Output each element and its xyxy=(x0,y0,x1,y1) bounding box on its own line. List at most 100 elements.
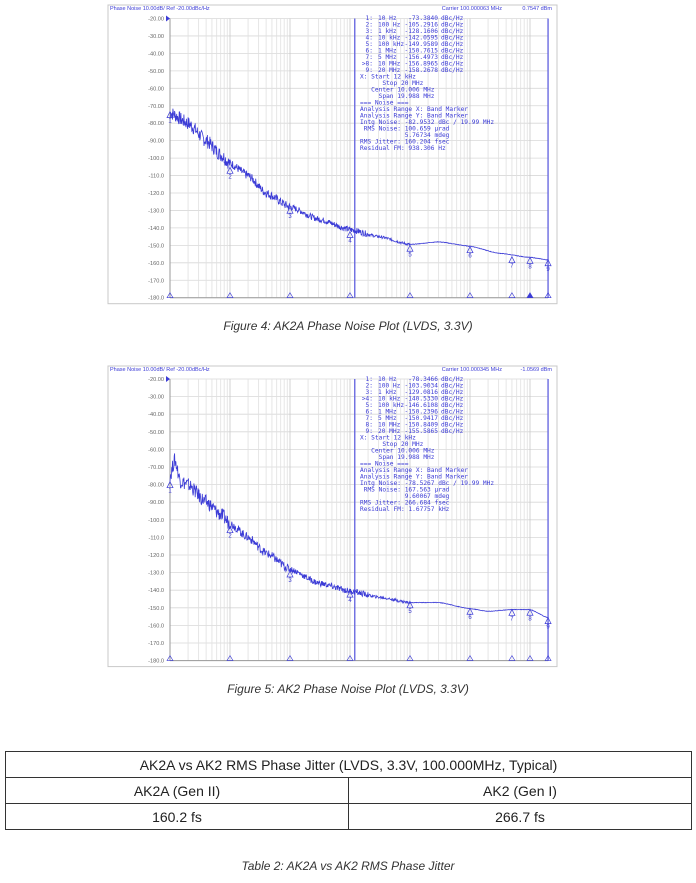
marker-readout-unit: dBc/Hz xyxy=(441,48,464,55)
marker-readout-unit: dBc/Hz xyxy=(441,415,464,422)
marker-8-label: 8 xyxy=(528,616,532,622)
noise-summary-line: Residual FM: 1.67757 kHz xyxy=(360,506,450,513)
marker-9-label: 9 xyxy=(546,267,550,273)
marker-readout-index: 5: xyxy=(366,41,373,48)
marker-1-axis-triangle xyxy=(166,292,174,298)
marker-readout-value: -150.7615 xyxy=(404,48,438,55)
marker-readout-unit: dBc/Hz xyxy=(441,41,464,48)
marker-readout-frequency: 10 Hz xyxy=(378,15,397,22)
y-tick-label: -130.0 xyxy=(148,208,164,214)
ref-level-arrow xyxy=(166,15,170,22)
noise-summary-line: Analysis Range Y: Band Marker xyxy=(360,113,468,120)
marker-7-axis-triangle xyxy=(508,655,516,661)
header-ak2a: AK2A (Gen II) xyxy=(5,777,349,804)
marker-readout-index: 1: xyxy=(366,15,373,22)
marker-readout-frequency: 100 Hz xyxy=(378,22,401,29)
noise-summary-line: Analysis Range Y: Band Marker xyxy=(360,474,468,481)
noise-summary-line: X: Start 12 kHz xyxy=(360,435,416,442)
marker-readout-index: 2: xyxy=(366,383,373,390)
y-tick-label: -40.00 xyxy=(148,51,164,57)
noise-summary-line: Intg Noise: -82.9532 dBc / 19.99 MHz xyxy=(360,119,494,126)
marker-5-triangle xyxy=(406,244,414,252)
plot-header: Phase Noise 10.00dB/ Ref -20.00dBc/Hz xyxy=(110,6,210,12)
y-tick-label: -160.0 xyxy=(148,623,164,629)
phase-noise-trace xyxy=(169,108,549,261)
y-tick-label: -160.0 xyxy=(148,261,164,267)
y-tick-label: -60.00 xyxy=(148,447,164,453)
marker-readout-frequency: 1 kHz xyxy=(378,28,397,35)
y-tick-label: -180.0 xyxy=(148,659,164,665)
noise-summary-line: Intg Noise: -78.5267 dBc / 19.99 MHz xyxy=(360,480,494,487)
marker-2-triangle xyxy=(226,166,234,174)
marker-readout-index: >8: xyxy=(362,61,373,68)
y-tick-label: -150.0 xyxy=(148,243,164,249)
marker-3-label: 3 xyxy=(288,214,292,220)
marker-readout-frequency: 100 kHz xyxy=(378,41,404,48)
noise-summary-line: RMS Noise: 100.659 µrad xyxy=(360,126,450,133)
marker-1-triangle xyxy=(166,480,174,489)
y-tick-label: -180.0 xyxy=(148,296,164,302)
y-tick-label: -30.00 xyxy=(148,395,164,401)
marker-4-label: 4 xyxy=(348,598,352,604)
marker-readout-value: -156.4973 xyxy=(404,54,438,61)
marker-2-axis-triangle xyxy=(226,655,234,661)
marker-readout-index: 9: xyxy=(366,428,373,435)
marker-readout-unit: dBc/Hz xyxy=(441,28,464,35)
y-tick-label: -150.0 xyxy=(148,606,164,612)
plot-header: Phase Noise 10.00dB/ Ref -20.00dBc/Hz xyxy=(110,367,210,373)
noise-summary-line: 5.76734 mdeg xyxy=(360,132,450,139)
noise-summary-line: RMS Jitter: 266.684 fsec xyxy=(360,500,450,507)
marker-readout-value: -128.1606 xyxy=(404,28,438,35)
marker-readout-index: 7: xyxy=(366,415,373,422)
marker-8-axis-triangle xyxy=(526,292,534,298)
marker-readout-index: 4: xyxy=(366,35,373,42)
marker-readout-value: -142.0595 xyxy=(404,35,438,42)
marker-7-axis-triangle xyxy=(508,292,516,298)
noise-summary-line: Span 19.988 MHz xyxy=(360,93,435,100)
marker-1-label: 1 xyxy=(168,489,172,495)
marker-readout-value: -150.8409 xyxy=(404,422,438,429)
marker-readout-value: -105.2916 xyxy=(404,22,438,29)
marker-readout-frequency: 10 MHz xyxy=(378,422,401,429)
marker-readout-frequency: 5 MHz xyxy=(378,54,397,61)
marker-3-label: 3 xyxy=(288,578,292,584)
marker-readout-unit: dBc/Hz xyxy=(441,35,464,42)
carrier-frequency: Carrier 100.000063 MHz xyxy=(442,6,502,12)
marker-readout-frequency: 20 MHz xyxy=(378,428,401,435)
marker-readout-index: 2: xyxy=(366,22,373,29)
y-tick-label: -20.00 xyxy=(148,377,164,383)
noise-summary-line: === Noise === xyxy=(360,461,409,468)
noise-summary-line: RMS Jitter: 160.204 fsec xyxy=(360,139,450,146)
marker-3-triangle xyxy=(286,206,294,214)
marker-1-triangle xyxy=(166,110,174,119)
marker-readout-frequency: 10 Hz xyxy=(378,376,397,383)
y-tick-label: -120.0 xyxy=(148,553,164,559)
y-tick-label: -70.00 xyxy=(148,465,164,471)
figure-4-caption: Figure 4: AK2A Phase Noise Plot (LVDS, 3… xyxy=(223,319,473,333)
marker-9-label: 9 xyxy=(546,625,550,631)
marker-4-triangle xyxy=(346,590,354,598)
y-tick-label: -100.0 xyxy=(148,156,164,162)
plot-frame xyxy=(107,365,558,668)
y-tick-label: -120.0 xyxy=(148,191,164,197)
figure-5-caption: Figure 5: AK2 Phase Noise Plot (LVDS, 3.… xyxy=(227,682,469,696)
marker-readout-value: -149.9589 xyxy=(404,41,438,48)
noise-summary-line: Stop 20 MHz xyxy=(360,441,424,448)
y-tick-label: -50.00 xyxy=(148,430,164,436)
marker-5-label: 5 xyxy=(408,609,412,615)
y-tick-label: -110.0 xyxy=(149,174,164,180)
marker-readout-unit: dBc/Hz xyxy=(441,61,464,68)
marker-readout-index: 9: xyxy=(366,67,373,74)
marker-readout-index: 6: xyxy=(366,409,373,416)
marker-5-axis-triangle xyxy=(406,292,414,298)
marker-readout-unit: dBc/Hz xyxy=(441,389,464,396)
marker-readout-index: 6: xyxy=(366,48,373,55)
y-tick-label: -30.00 xyxy=(148,34,164,40)
marker-readout-frequency: 10 kHz xyxy=(378,35,401,42)
marker-readout-frequency: 1 kHz xyxy=(378,389,397,396)
marker-2-axis-triangle xyxy=(226,292,234,298)
marker-readout-value: -73.3840 xyxy=(408,15,438,22)
noise-summary-line: Analysis Range X: Band Marker xyxy=(360,467,468,474)
marker-2-triangle xyxy=(226,525,234,534)
y-tick-label: -170.0 xyxy=(148,278,164,284)
